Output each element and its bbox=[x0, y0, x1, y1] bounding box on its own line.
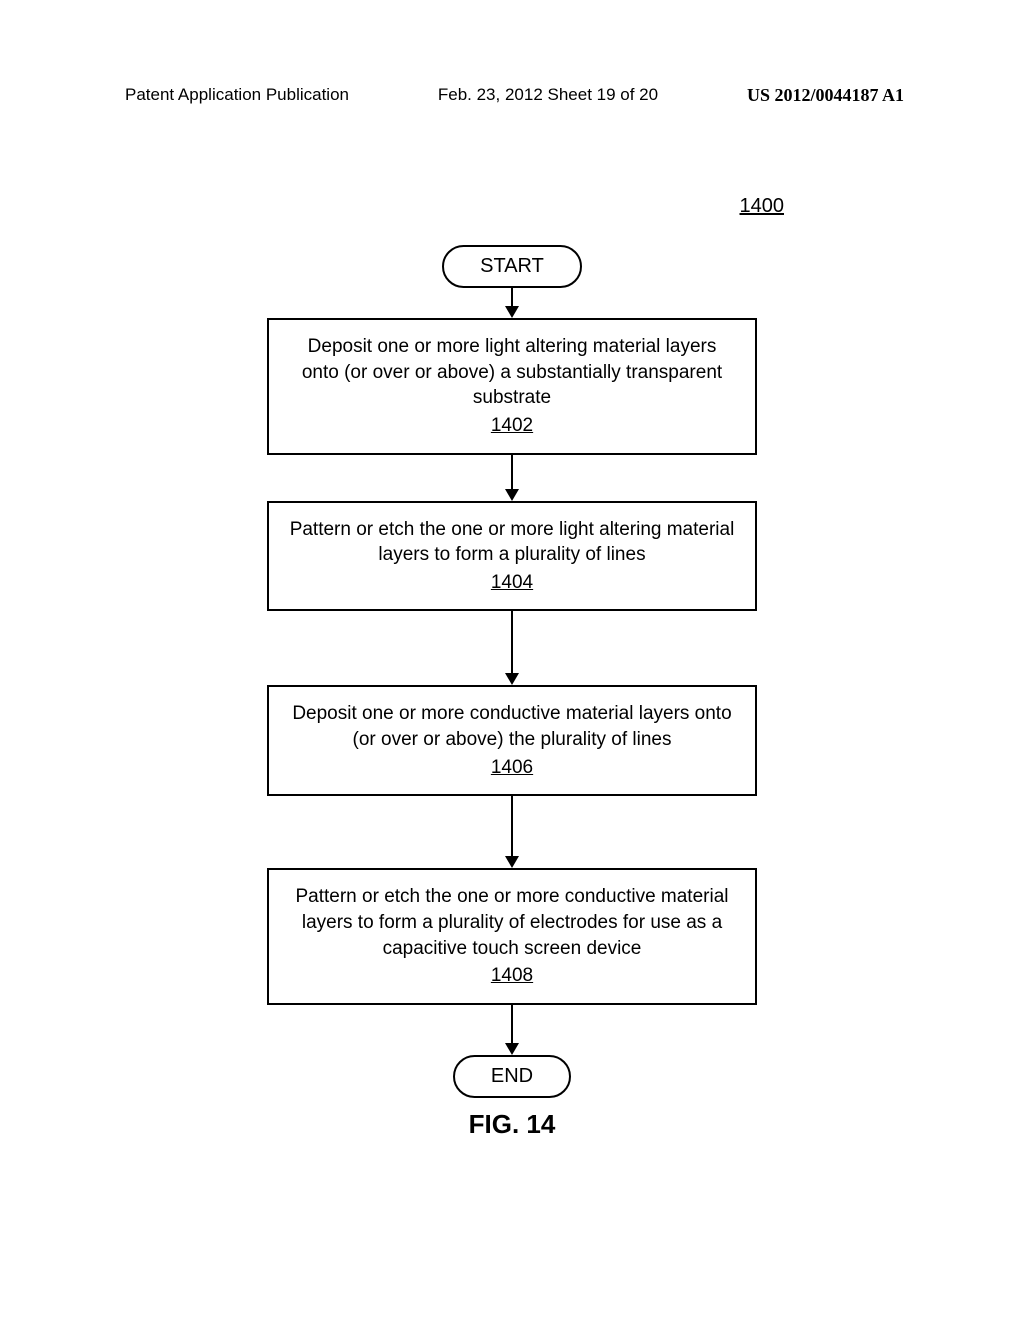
process-ref: 1402 bbox=[289, 413, 735, 439]
arrow-line bbox=[511, 1005, 513, 1043]
flowchart-container: START Deposit one or more light altering… bbox=[267, 245, 757, 1098]
arrow-head-icon bbox=[505, 306, 519, 318]
arrow-line bbox=[511, 288, 513, 306]
arrow-3 bbox=[505, 796, 519, 868]
process-text: Deposit one or more light altering mater… bbox=[302, 336, 722, 408]
arrow-1 bbox=[505, 455, 519, 501]
arrow-line bbox=[511, 796, 513, 856]
page-header: Patent Application Publication Feb. 23, … bbox=[0, 85, 1024, 106]
arrow-line bbox=[511, 455, 513, 489]
header-publication: Patent Application Publication bbox=[125, 85, 349, 106]
start-terminal: START bbox=[442, 245, 582, 288]
process-box-1402: Deposit one or more light altering mater… bbox=[267, 318, 757, 455]
arrow-head-icon bbox=[505, 856, 519, 868]
process-box-1404: Pattern or etch the one or more light al… bbox=[267, 501, 757, 612]
arrow-head-icon bbox=[505, 1043, 519, 1055]
arrow-4 bbox=[505, 1005, 519, 1055]
figure-caption: FIG. 14 bbox=[469, 1109, 556, 1140]
process-box-1406: Deposit one or more conductive material … bbox=[267, 685, 757, 796]
process-text: Deposit one or more conductive material … bbox=[292, 703, 731, 750]
arrow-head-icon bbox=[505, 489, 519, 501]
end-terminal: END bbox=[453, 1055, 571, 1098]
arrow-2 bbox=[505, 611, 519, 685]
figure-reference-number: 1400 bbox=[740, 195, 785, 218]
process-box-1408: Pattern or etch the one or more conducti… bbox=[267, 868, 757, 1005]
process-ref: 1408 bbox=[289, 963, 735, 989]
process-ref: 1406 bbox=[289, 755, 735, 781]
header-date-sheet: Feb. 23, 2012 Sheet 19 of 20 bbox=[438, 85, 658, 106]
process-ref: 1404 bbox=[289, 570, 735, 596]
process-text: Pattern or etch the one or more conducti… bbox=[295, 886, 728, 958]
arrow-line bbox=[511, 611, 513, 673]
arrow-0 bbox=[505, 288, 519, 318]
process-text: Pattern or etch the one or more light al… bbox=[290, 519, 735, 566]
arrow-head-icon bbox=[505, 673, 519, 685]
header-patent-number: US 2012/0044187 A1 bbox=[747, 85, 904, 106]
